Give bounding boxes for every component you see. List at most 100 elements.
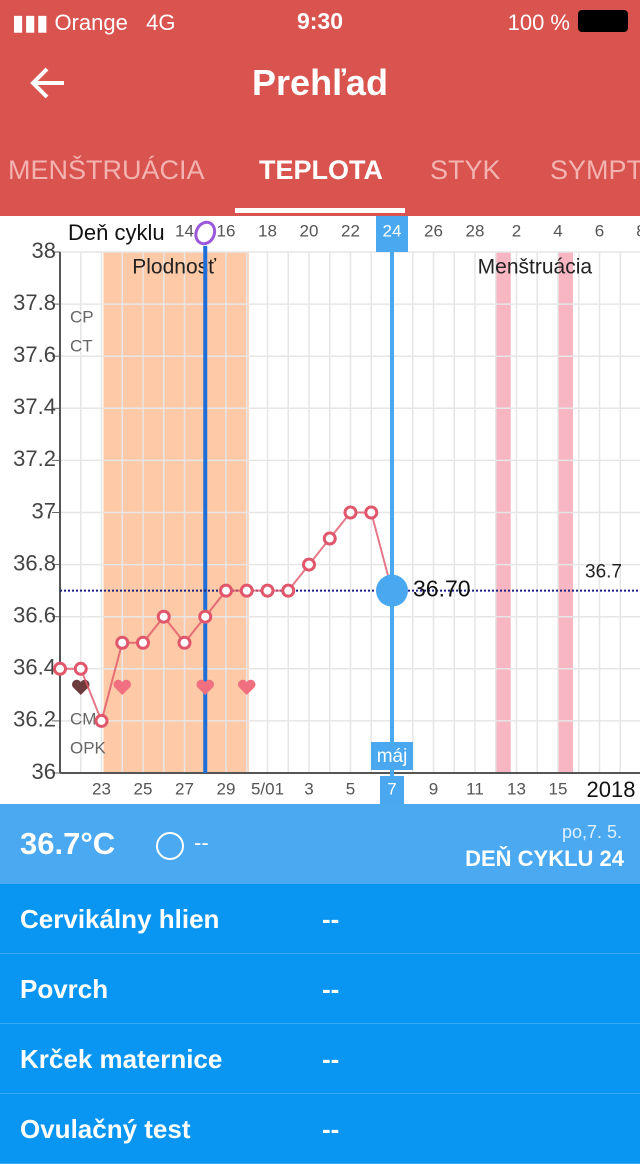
row-value: --	[322, 1044, 340, 1074]
x-tick-label: 23	[92, 779, 111, 798]
tab[interactable]: MENŠTRUÁCIA	[8, 155, 205, 185]
data-point	[343, 505, 358, 520]
month-label: máj	[377, 746, 408, 767]
y-tick-label: 37	[32, 498, 56, 523]
fertile-label: Plodnosť	[132, 256, 217, 279]
y-tick-label: 36.8	[13, 550, 56, 575]
summary: 36.7°C -- po,7. 5. DEŇ CYKLU 24	[0, 804, 640, 884]
cycle-day-label: 26	[424, 221, 443, 240]
date: po,7. 5.	[561, 822, 622, 842]
network: 4G	[146, 10, 176, 35]
row-value: --	[322, 1114, 340, 1144]
y-tick-label: 37.6	[13, 342, 56, 367]
back-button[interactable]	[30, 66, 66, 100]
heart-icon	[72, 679, 90, 695]
data-point	[219, 583, 233, 598]
row-value: --	[322, 904, 340, 934]
data-point	[322, 531, 337, 546]
carrier: Orange	[54, 10, 128, 35]
heart-icon	[113, 679, 131, 695]
cycle-day-label: 14	[175, 221, 194, 240]
menstruation-label: Menštruácia	[478, 256, 593, 279]
data-point	[53, 661, 67, 676]
x-tick-label: 11	[466, 779, 484, 798]
x-tick-label: 25	[134, 779, 153, 798]
data-point	[136, 635, 150, 650]
cycle-day-label: 22	[341, 221, 360, 240]
battery: 100 %	[507, 10, 570, 35]
x-tick-label: 5/01	[251, 779, 284, 798]
x-tick-label: 27	[175, 779, 194, 798]
y-tick-label: 37.2	[13, 446, 56, 471]
data-point	[198, 609, 213, 624]
x-tick-label: 9	[429, 779, 438, 798]
tab-indicator	[235, 208, 405, 213]
x-tick-label: 15	[549, 779, 568, 798]
value-label: 36.70	[413, 576, 471, 602]
top-axis-label: Deň cyklu	[68, 220, 165, 245]
side-label: CM	[70, 709, 96, 728]
y-tick-label: 37.4	[13, 394, 56, 419]
year-bg	[584, 776, 640, 804]
list-row[interactable]: Krček maternice --	[0, 1024, 640, 1094]
cycle-day-label: 28	[466, 221, 485, 240]
x-tick-label: 13	[507, 779, 526, 798]
data-point	[302, 557, 316, 572]
data-point	[260, 583, 275, 598]
selected-point	[376, 574, 408, 607]
tab[interactable]: STYK	[430, 155, 501, 185]
selected-date-box	[380, 776, 404, 804]
app-bar: ▮▮▮ Orange 4G 9:30 100 % Prehľad MENŠTRU…	[0, 0, 640, 216]
x-tick-label: 7	[387, 779, 396, 798]
data-point	[94, 713, 109, 728]
heart-icon	[196, 679, 214, 695]
cycle-day-label: 24	[383, 221, 402, 240]
data-point	[281, 583, 296, 598]
cycle-day-label: 6	[595, 221, 604, 240]
cycle-day-label: 18	[258, 221, 277, 240]
cycle-day-label: 4	[553, 221, 562, 240]
year-label: 2018	[587, 777, 636, 802]
side-label: CP	[70, 307, 94, 326]
list-row[interactable]: Ovulačný test --	[0, 1094, 640, 1164]
month-box	[371, 742, 413, 770]
title: Prehľad	[252, 62, 388, 103]
data-point	[115, 635, 130, 650]
data-point	[177, 635, 192, 650]
row-value: --	[322, 974, 340, 1004]
y-tick-label: 36.6	[13, 603, 56, 628]
ovulation-marker	[194, 220, 217, 246]
x-tick-label: 3	[304, 779, 313, 798]
list-row[interactable]: Povrch --	[0, 954, 640, 1024]
selected-day-box	[376, 216, 408, 252]
data-point	[156, 609, 171, 624]
y-tick-label: 36.4	[13, 655, 56, 680]
tab[interactable]: SYMPT	[550, 155, 640, 185]
data-point	[364, 505, 379, 520]
coverline-label: 36.7	[585, 562, 622, 583]
chart: Deň cyklu 3636.236.436.636.83737.237.437…	[13, 216, 640, 804]
heart-icon	[238, 679, 256, 695]
y-tick-label: 37.8	[13, 290, 56, 315]
tab[interactable]: TEPLOTA	[259, 155, 383, 185]
battery-icon	[578, 10, 628, 32]
time: 9:30	[296, 8, 344, 34]
cycle-day: DEŇ CYKLU 24	[465, 846, 624, 871]
cycle-day-label: 8	[636, 221, 640, 240]
side-label: CT	[70, 336, 93, 355]
row-label: Krček maternice	[20, 1044, 223, 1074]
cycle-day-label: 16	[217, 221, 236, 240]
heart-icon[interactable]	[156, 832, 184, 860]
data-point	[73, 661, 88, 676]
side-label: OPK	[70, 738, 107, 757]
cycle-day-label: 20	[300, 221, 319, 240]
list-row[interactable]: Cervikálny hlien --	[0, 884, 640, 954]
row-label: Ovulačný test	[20, 1114, 191, 1144]
y-tick-label: 38	[32, 238, 56, 263]
data-point	[239, 583, 254, 598]
y-tick-label: 36	[32, 759, 56, 784]
status-left: ▮▮▮ Orange 4G	[12, 10, 176, 35]
temperature: 36.7°C	[20, 826, 116, 861]
row-label: Cervikálny hlien	[20, 904, 220, 934]
